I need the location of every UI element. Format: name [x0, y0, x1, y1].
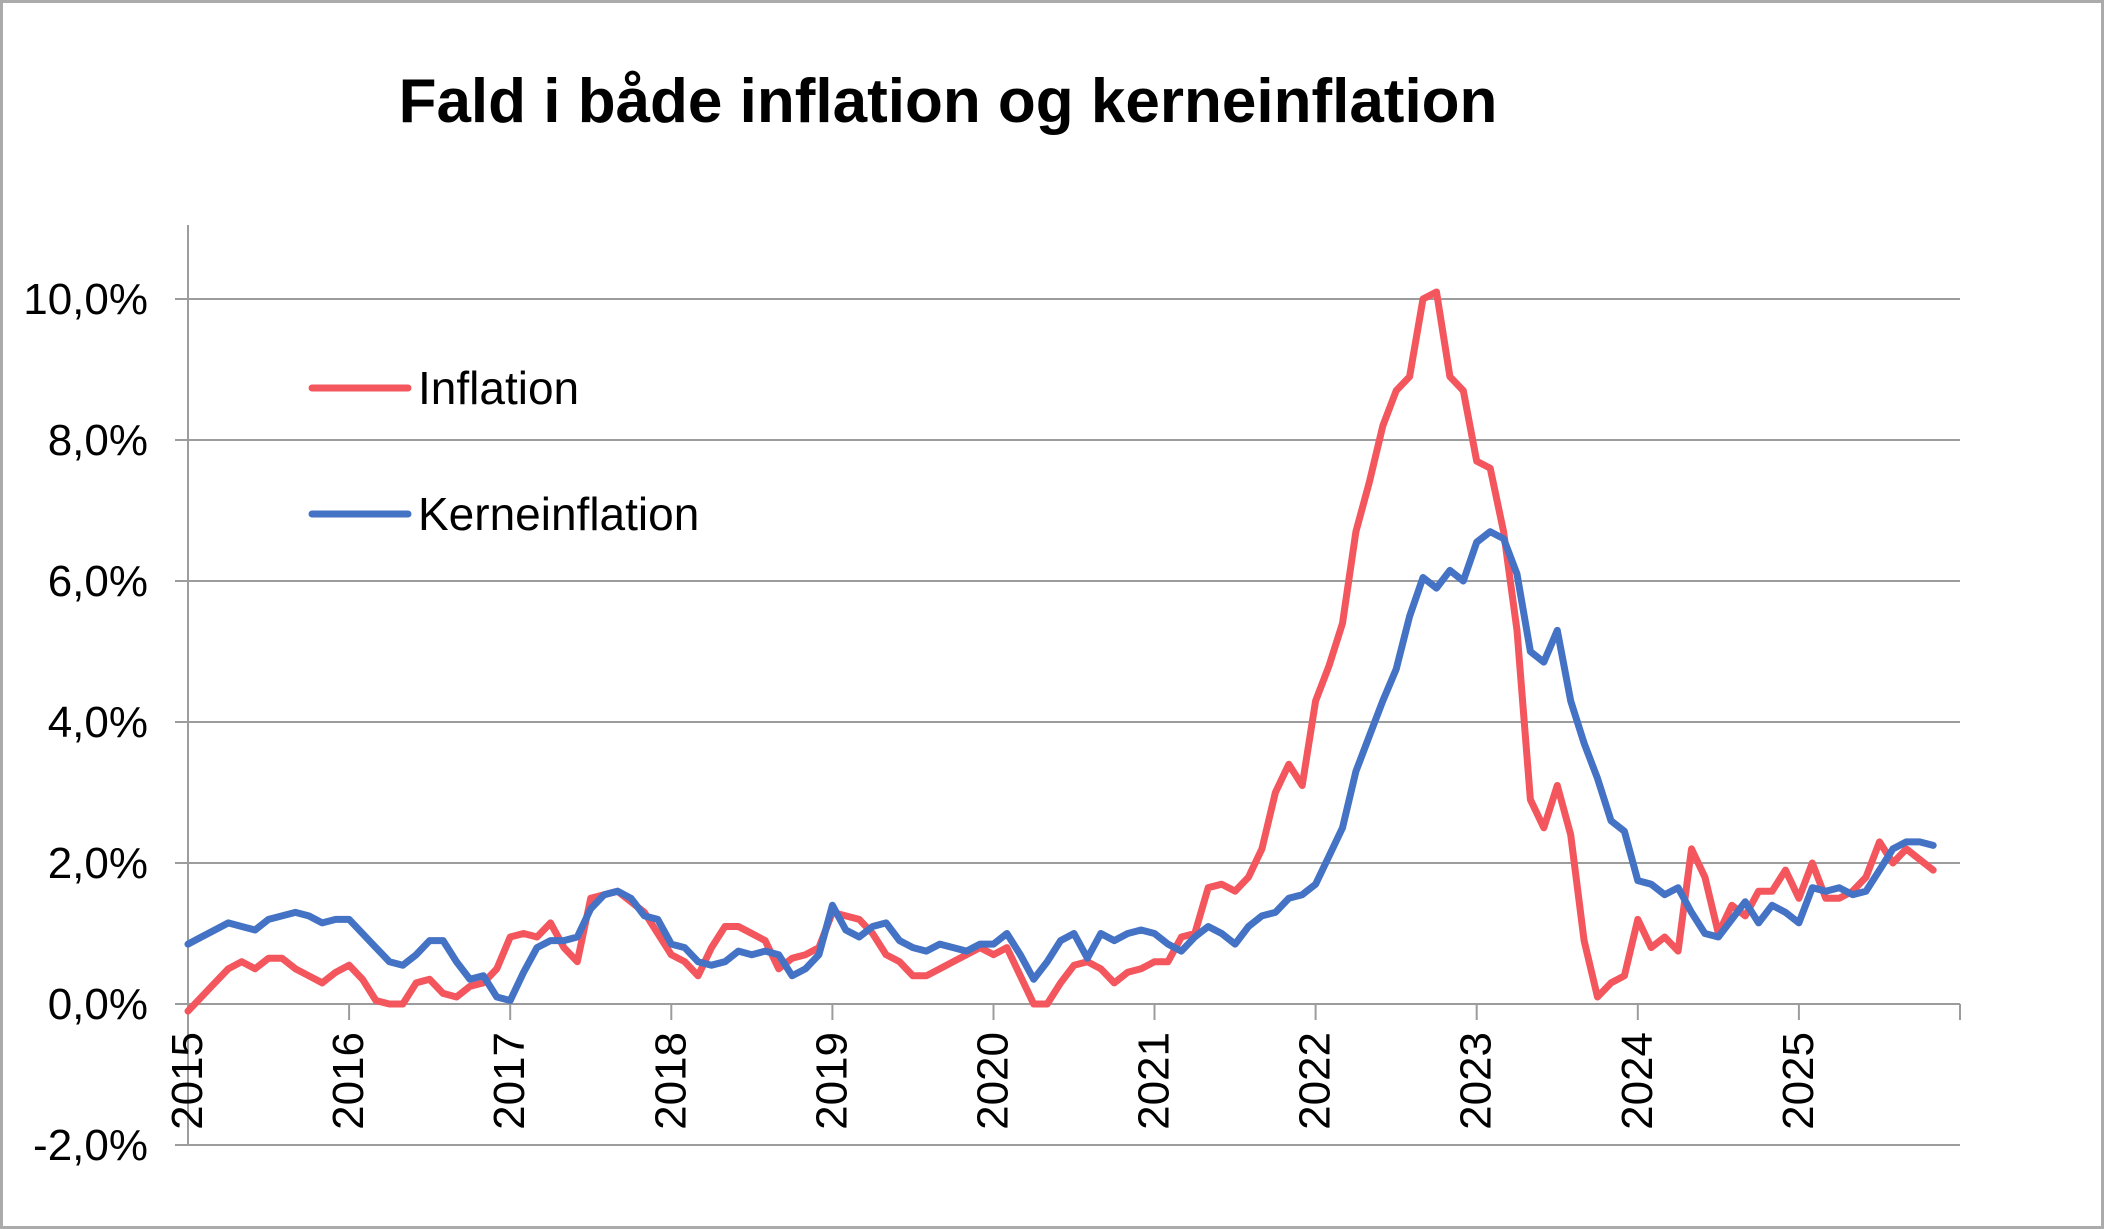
x-axis-label: 2017: [485, 1032, 534, 1130]
x-axis-label: 2020: [969, 1032, 1018, 1130]
x-axis-label: 2018: [646, 1032, 695, 1130]
chart-title: Fald i både inflation og kerneinflation: [399, 67, 1498, 136]
x-axis: [187, 1003, 1961, 1021]
x-axis-label: 2024: [1613, 1032, 1662, 1130]
kerneinflation-line: [184, 528, 1937, 1004]
y-axis-label: 6,0%: [48, 557, 148, 606]
x-axis-label: 2015: [163, 1032, 212, 1130]
y-axis-label: 10,0%: [23, 275, 148, 324]
x-axis-label: 2019: [807, 1032, 856, 1130]
y-axis-labels: -2,0% 0,0% 2,0% 4,0% 6,0% 8,0% 10,0%: [23, 275, 148, 1170]
x-axis-label: 2016: [324, 1032, 373, 1130]
x-axis-label: 2023: [1452, 1032, 1501, 1130]
inflation-line: [184, 288, 1937, 1015]
legend: Inflation Kerneinflation: [308, 362, 699, 540]
series-lines: [184, 288, 1937, 1015]
y-axis-label: 4,0%: [48, 698, 148, 747]
x-axis-label: 2025: [1774, 1032, 1823, 1130]
x-axis-label: 2021: [1130, 1032, 1179, 1130]
legend-label-inflation: Inflation: [418, 362, 579, 414]
y-axis-label: -2,0%: [33, 1121, 148, 1170]
legend-label-kerneinflation: Kerneinflation: [418, 488, 699, 540]
x-axis-label: 2022: [1291, 1032, 1340, 1130]
x-axis-labels: 2015 2016 2017 2018 2019 2020 2021 2022 2023 2024…: [163, 1032, 1823, 1130]
y-axis-label: 0,0%: [48, 980, 148, 1029]
y-axis-label: 8,0%: [48, 416, 148, 465]
y-axis: [175, 225, 189, 1146]
y-axis-label: 2,0%: [48, 839, 148, 888]
